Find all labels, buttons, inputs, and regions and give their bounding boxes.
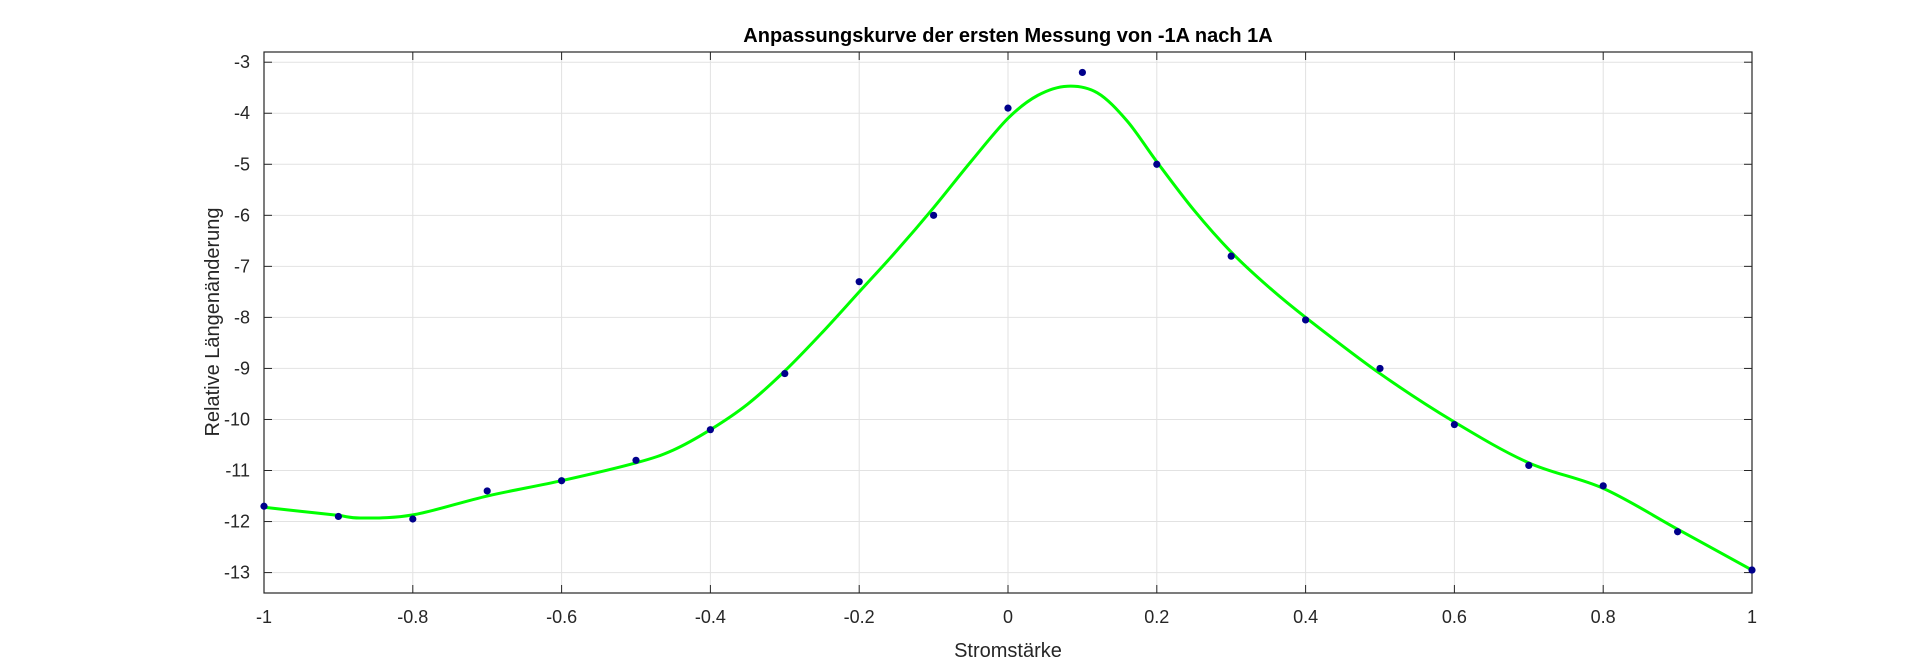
y-tick-labels: -3 -4 -5 -6 -7 -8 -9 -10 -11 -12 -13 (224, 52, 250, 582)
data-point (1302, 316, 1310, 324)
data-point (1227, 252, 1235, 260)
data-point (706, 426, 715, 434)
data-point (334, 512, 342, 521)
y-tick-label: -9 (234, 358, 250, 378)
data-point (1748, 566, 1756, 574)
y-tick-label: -4 (234, 103, 250, 123)
data-point (1450, 420, 1458, 429)
data-point (1376, 364, 1384, 373)
y-tick-label: -8 (234, 307, 250, 327)
data-point (632, 456, 640, 464)
data-point (1153, 160, 1161, 168)
plot-frame (263, 51, 1753, 594)
x-tick-label: -0.4 (695, 607, 726, 627)
y-axis-label: Relative Längenänderung (202, 207, 224, 436)
y-tick-label: -11 (225, 461, 250, 481)
x-tick-label: 0.4 (1293, 607, 1318, 627)
x-tick-labels: -1 -0.8 -0.6 -0.4 -0.2 0 0.2 0.4 0.6 0.8 1 (256, 607, 1757, 627)
y-tick-label: -5 (234, 154, 250, 174)
x-tick-label: 0.6 (1442, 607, 1467, 627)
x-tick-label: 1 (1747, 607, 1757, 627)
y-tick-label: -3 (234, 52, 250, 72)
data-point (781, 369, 789, 378)
data-point (260, 502, 268, 510)
data-point (1078, 68, 1086, 77)
fit-curve (263, 84, 1753, 572)
y-tick-label: -10 (224, 409, 250, 429)
x-tick-label: -0.8 (397, 607, 428, 627)
data-point (409, 515, 417, 523)
data-point (483, 487, 491, 495)
x-tick-label: 0.2 (1144, 607, 1169, 627)
fit-curve-layer (263, 84, 1753, 572)
chart-title: Anpassungskurve der ersten Messung von -… (743, 25, 1272, 47)
x-tick-label: -0.6 (546, 607, 577, 627)
x-tick-label: -0.2 (844, 607, 875, 627)
data-point (1004, 104, 1012, 112)
x-tick-label: 0.8 (1591, 607, 1616, 627)
data-point (930, 211, 938, 219)
x-tick-label: 0 (1003, 607, 1013, 627)
data-point (1674, 528, 1682, 536)
y-tick-label: -13 (224, 563, 250, 583)
x-tick-label: -1 (256, 607, 272, 627)
x-axis-label: Stromstärke (954, 640, 1062, 662)
data-point (1525, 461, 1533, 470)
data-points (260, 68, 1756, 574)
data-point (855, 278, 863, 286)
y-tick-label: -6 (234, 205, 250, 225)
y-tick-label: -12 (224, 512, 250, 532)
data-point (1599, 482, 1607, 490)
data-point (558, 477, 566, 485)
grid-lines (263, 52, 1753, 593)
y-tick-label: -7 (234, 256, 250, 276)
